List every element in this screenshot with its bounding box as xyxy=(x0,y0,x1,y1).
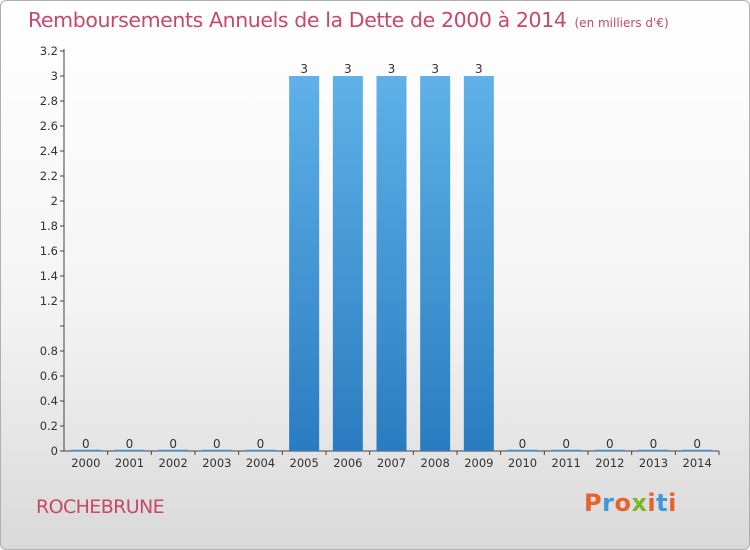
labels: 2000 0 2001 0 2002 0 2003 0 2004 0 2005 3 2006 3 2007 3… xyxy=(71,62,712,470)
y-tick-label: 2 xyxy=(51,194,58,208)
data-label: 0 xyxy=(650,437,658,451)
bar xyxy=(420,76,451,451)
x-tick-label: 2012 xyxy=(595,456,624,470)
x-tick-label: 2008 xyxy=(421,456,450,470)
y-tick-label: 1.2 xyxy=(40,294,58,308)
y-tick-label: 0.8 xyxy=(40,344,58,358)
x-tick-label: 2010 xyxy=(508,456,537,470)
x-tick-label: 2002 xyxy=(159,456,188,470)
y-tick-label: 1.6 xyxy=(40,244,58,258)
title-text: Remboursements Annuels de la Dette de 20… xyxy=(28,8,567,32)
data-label: 0 xyxy=(693,437,701,451)
data-label: 0 xyxy=(213,437,221,451)
y-tick-label: 1.4 xyxy=(40,269,58,283)
data-label: 3 xyxy=(344,62,352,76)
logo-letter: t xyxy=(656,489,669,517)
data-label: 3 xyxy=(388,62,396,76)
data-label: 0 xyxy=(519,437,527,451)
data-label: 0 xyxy=(257,437,265,451)
data-label: 3 xyxy=(475,62,483,76)
title-unit: (en milliers d'€) xyxy=(574,16,669,30)
y-tick-label: 1.8 xyxy=(40,219,58,233)
x-tick-label: 2013 xyxy=(639,456,668,470)
y-tick-label: 2.8 xyxy=(40,94,58,108)
y-tick-label: 2.4 xyxy=(40,144,58,158)
logo-letter: i xyxy=(668,489,677,517)
chart-title: Remboursements Annuels de la Dette de 20… xyxy=(28,8,669,32)
logo-letter: i xyxy=(647,489,657,517)
y-tick-label: 0.6 xyxy=(40,369,58,383)
logo-letter: o xyxy=(614,489,632,517)
proxiti-logo: Proxiti xyxy=(584,489,677,517)
x-tick-label: 2000 xyxy=(71,456,100,470)
y-tick-label: 0.4 xyxy=(40,394,58,408)
x-tick-label: 2009 xyxy=(464,456,493,470)
x-tick-label: 2005 xyxy=(290,456,319,470)
axes: 0 0.2 0.4 0.6 0.8 1.2 1.4 1.6 1.8 2 2.2 2.4 2.6 2.8 3 3… xyxy=(40,44,720,458)
y-tick-label: 2.2 xyxy=(40,169,58,183)
data-label: 3 xyxy=(431,62,439,76)
logo-letter: r xyxy=(602,489,615,517)
x-tick-label: 2003 xyxy=(202,456,231,470)
y-tick-label: 0.2 xyxy=(40,419,58,433)
commune-name: ROCHEBRUNE xyxy=(36,496,165,518)
x-tick-label: 2006 xyxy=(333,456,362,470)
data-label: 0 xyxy=(82,437,90,451)
bar xyxy=(332,76,363,451)
bars xyxy=(70,76,713,452)
data-label: 0 xyxy=(562,437,570,451)
x-tick-label: 2011 xyxy=(552,456,581,470)
x-tick-label: 2007 xyxy=(377,456,406,470)
data-label: 3 xyxy=(300,62,308,76)
y-tick-label: 3 xyxy=(51,69,58,83)
data-label: 0 xyxy=(169,437,177,451)
y-tick-label: 3.2 xyxy=(40,44,58,58)
bar xyxy=(376,76,407,451)
x-tick-label: 2014 xyxy=(683,456,712,470)
data-label: 0 xyxy=(606,437,614,451)
x-tick-label: 2004 xyxy=(246,456,275,470)
y-tick-label: 2.6 xyxy=(40,119,58,133)
data-label: 0 xyxy=(126,437,134,451)
logo-letter: x xyxy=(631,489,648,517)
bar xyxy=(463,76,494,451)
x-tick-label: 2001 xyxy=(115,456,144,470)
y-tick-label: 0 xyxy=(51,444,58,458)
logo-letter: P xyxy=(584,489,603,517)
bar xyxy=(289,76,320,451)
